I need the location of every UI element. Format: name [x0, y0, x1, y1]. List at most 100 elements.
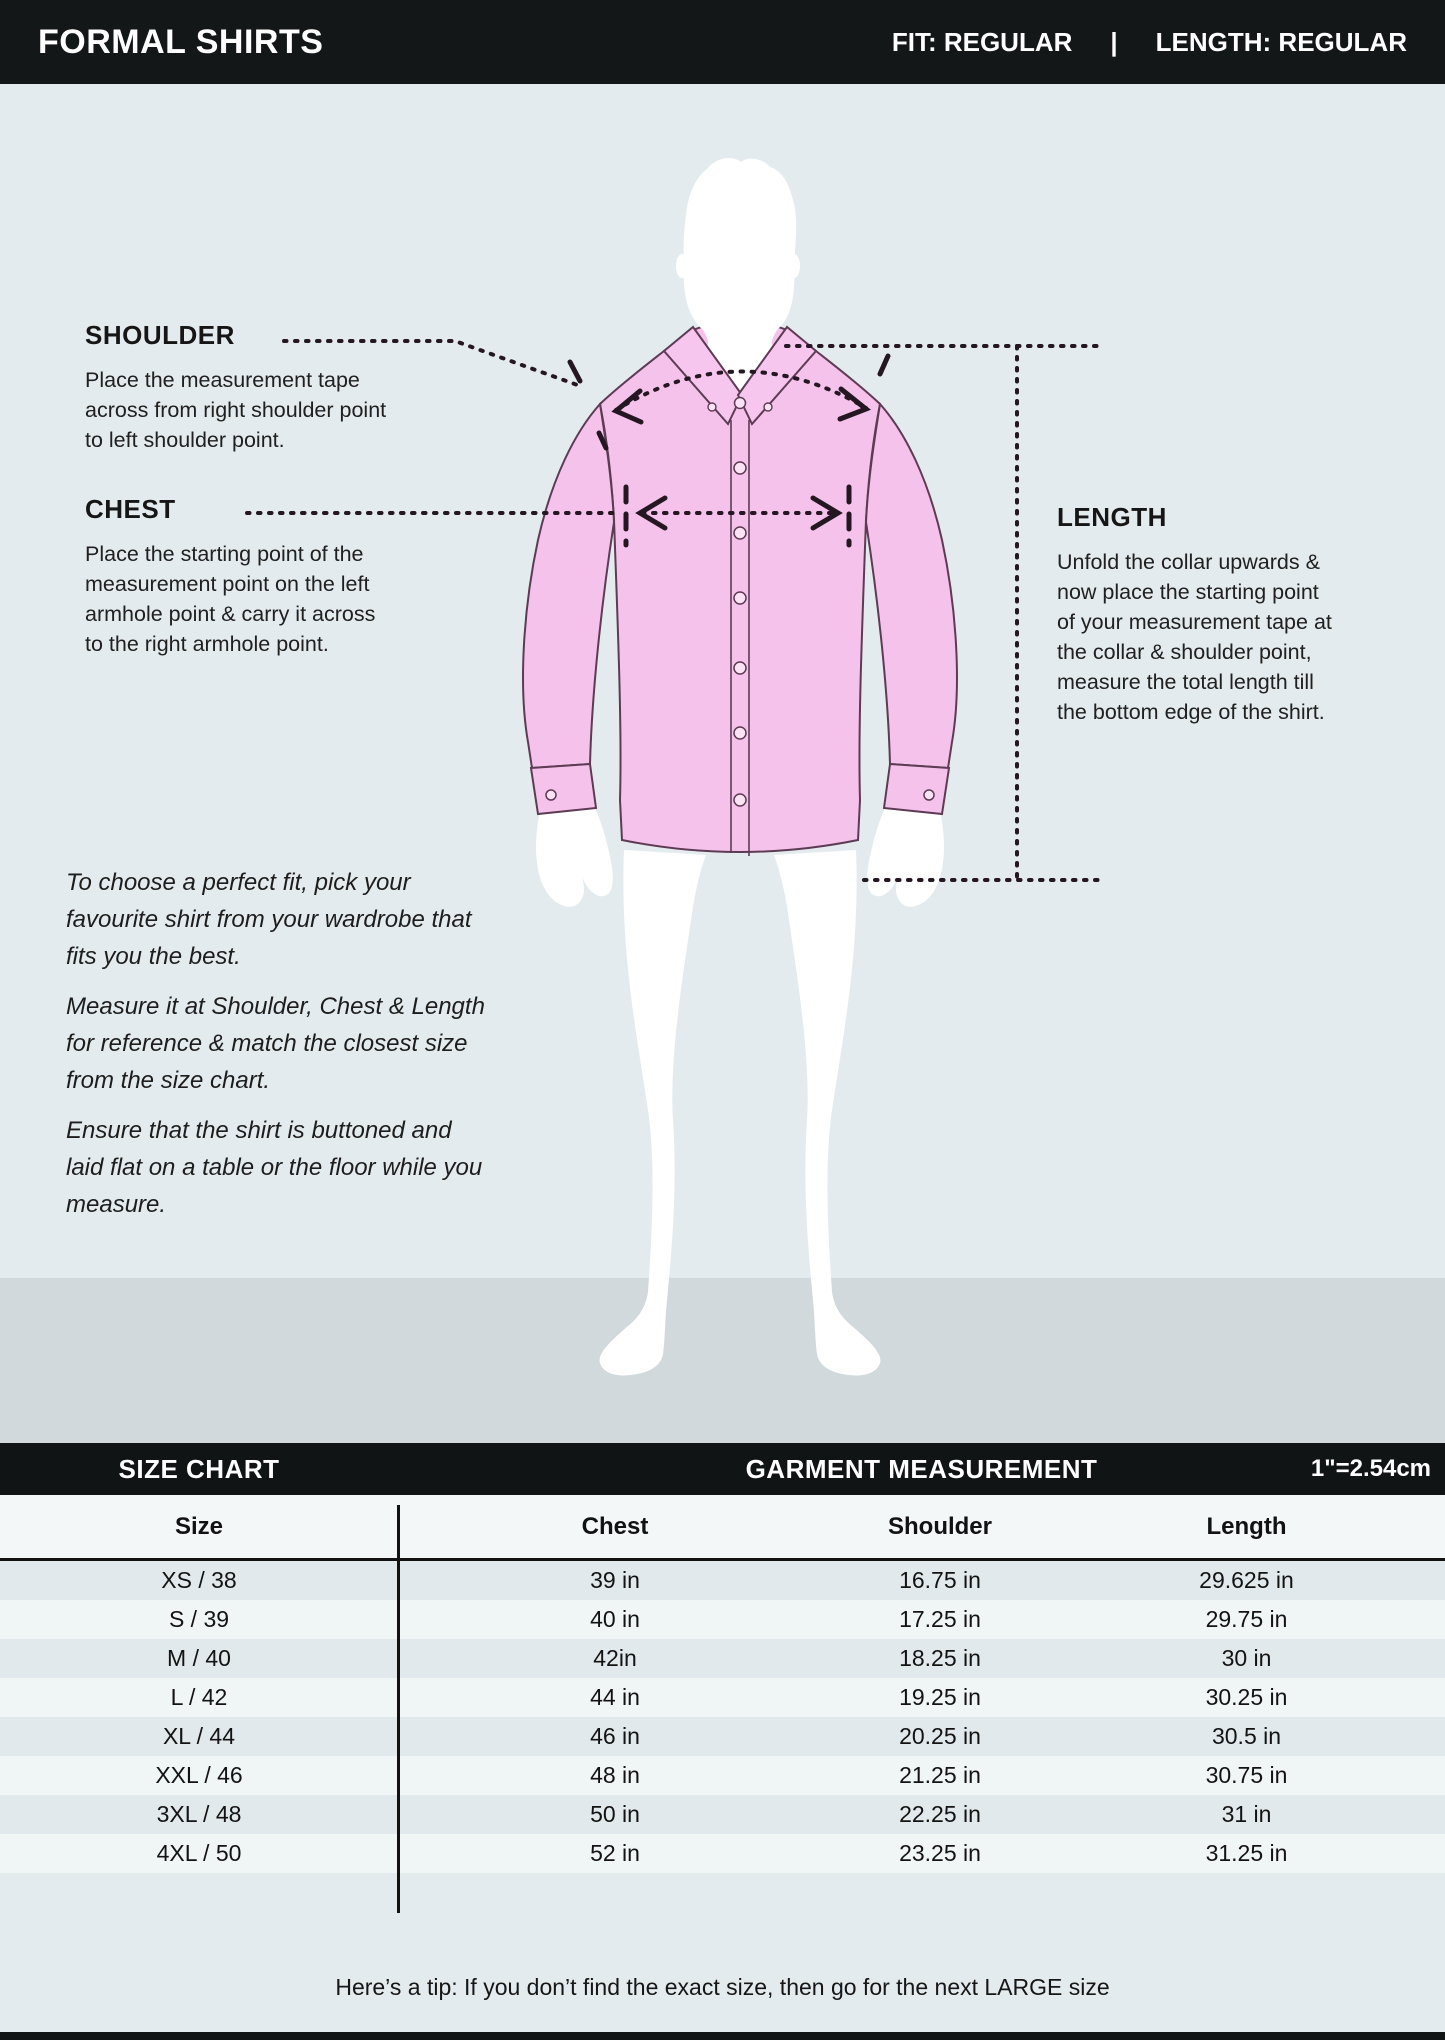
cell-size: XL / 44 [162, 1723, 236, 1749]
table-column-divider [397, 1505, 400, 1913]
tip-line: fits you the best. [66, 943, 241, 970]
length-annotation: LENGTH Unfold the collar upwards & now p… [1057, 502, 1417, 727]
cell-length: 30.75 in [1205, 1762, 1288, 1788]
collar-left-wing [662, 325, 744, 426]
cell-length: 30.5 in [1211, 1723, 1282, 1749]
tip-paragraph-2: Measure it at Shoulder, Chest & Length f… [66, 988, 536, 1099]
header-bar: FORMAL SHIRTS FIT: REGULAR | LENGTH: REG… [0, 0, 1445, 84]
cell-size: 4XL / 50 [156, 1840, 242, 1866]
column-header-shoulder: Shoulder [887, 1513, 992, 1540]
length-label: LENGTH: REGULAR [1155, 26, 1407, 57]
left-sleeve [522, 401, 616, 770]
cell-length: 30.25 in [1205, 1684, 1288, 1710]
collar-center-button [733, 396, 747, 410]
tip-line: laid flat on a table or the floor while … [66, 1154, 483, 1181]
shoulder-title: SHOULDER [85, 320, 235, 350]
cell-shoulder: 23.25 in [899, 1840, 981, 1866]
shoulder-arrow-right [837, 386, 871, 422]
shoulder-tick-left-low [596, 430, 609, 451]
table-row: XL / 44 46 in 20.25 in 30.5 in [0, 1717, 1445, 1756]
shoulder-desc-line: across from right shoulder point [85, 398, 387, 422]
length-desc-line: measure the total length till [1057, 670, 1314, 694]
cell-shoulder: 20.25 in [899, 1723, 981, 1749]
right-hand [867, 808, 944, 907]
chest-arrow-left [635, 495, 668, 531]
size-table: Size Chest Shoulder Length XS / 38 39 in… [0, 1495, 1445, 1873]
chest-desc-line: measurement point on the left [85, 572, 370, 596]
left-cuff-button [545, 789, 557, 801]
header-separator: | [1110, 26, 1118, 57]
column-header-length: Length [1206, 1513, 1287, 1540]
chest-annotation: CHEST Place the starting point of the me… [85, 494, 445, 659]
left-ear [676, 254, 688, 278]
shirt-body [598, 320, 882, 853]
cell-chest: 52 in [590, 1840, 640, 1866]
table-row: M / 40 42in 18.25 in 30 in [0, 1639, 1445, 1678]
collar-right-wing [736, 325, 818, 426]
right-ear [788, 254, 800, 278]
footer-tip: Here’s a tip: If you don’t find the exac… [335, 1974, 1110, 2000]
table-row: 3XL / 48 50 in 22.25 in 31 in [0, 1795, 1445, 1834]
length-desc-line: now place the starting point [1057, 580, 1319, 604]
table-row: 4XL / 50 52 in 23.25 in 31.25 in [0, 1834, 1445, 1873]
left-cuff [529, 762, 598, 816]
cell-shoulder: 21.25 in [899, 1762, 981, 1788]
cell-shoulder: 22.25 in [899, 1801, 981, 1827]
cell-size: XS / 38 [161, 1567, 237, 1593]
head-silhouette [683, 158, 797, 409]
cell-size: 3XL / 48 [156, 1801, 242, 1827]
cell-size: XXL / 46 [155, 1762, 243, 1788]
tip-line: To choose a perfect fit, pick your [66, 869, 411, 896]
chest-desc-line: Place the starting point of the [85, 542, 364, 566]
chest-desc-line: armhole point & carry it across [85, 602, 376, 626]
cell-chest: 44 in [590, 1684, 640, 1710]
cell-shoulder: 19.25 in [899, 1684, 981, 1710]
cell-length: 29.75 in [1205, 1606, 1288, 1632]
cell-chest: 42in [593, 1645, 637, 1671]
cell-length: 29.625 in [1199, 1567, 1294, 1593]
tip-paragraph-3: Ensure that the shirt is buttoned and la… [66, 1112, 536, 1223]
cell-length: 31 in [1221, 1801, 1272, 1827]
page-title: FORMAL SHIRTS [38, 22, 324, 61]
left-hand [536, 808, 613, 907]
cell-shoulder: 18.25 in [899, 1645, 981, 1671]
right-cuff [882, 762, 951, 816]
bottom-border [0, 2032, 1445, 2040]
size-chart-bar: SIZE CHART GARMENT MEASUREMENT 1"=2.54cm [0, 1443, 1445, 1495]
cell-chest: 46 in [590, 1723, 640, 1749]
shoulder-measure-arc [614, 369, 868, 412]
tip-line: for reference & match the closest size [66, 1030, 468, 1057]
unit-conversion-label: 1"=2.54cm [1310, 1455, 1431, 1482]
length-desc-line: Unfold the collar upwards & [1057, 550, 1320, 574]
chest-arrow-right [810, 495, 843, 531]
tip-line: favourite shirt from your wardrobe that [66, 906, 472, 933]
column-header-chest: Chest [581, 1513, 649, 1540]
cell-chest: 40 in [590, 1606, 640, 1632]
right-cuff-button [923, 789, 935, 801]
placket-buttons [733, 461, 747, 807]
header-attributes: FIT: REGULAR | LENGTH: REGULAR [892, 27, 1407, 58]
length-desc-line: the collar & shoulder point, [1057, 640, 1312, 664]
tip-line: from the size chart. [66, 1067, 271, 1094]
shoulder-desc-line: to left shoulder point. [85, 428, 285, 452]
right-sleeve [864, 401, 958, 770]
neck [708, 316, 772, 376]
column-header-size: Size [174, 1513, 224, 1540]
size-table-header: Size Chest Shoulder Length [0, 1495, 1445, 1561]
cell-size: S / 39 [168, 1606, 230, 1632]
chest-desc-line: to the right armhole point. [85, 632, 329, 656]
length-title: LENGTH [1057, 502, 1167, 532]
tip-line: Ensure that the shirt is buttoned and [66, 1117, 452, 1144]
cell-chest: 39 in [590, 1567, 640, 1593]
tip-line: measure. [66, 1191, 167, 1218]
table-row: XXL / 46 48 in 21.25 in 30.75 in [0, 1756, 1445, 1795]
length-desc-line: the bottom edge of the shirt. [1057, 700, 1325, 724]
cell-chest: 48 in [590, 1762, 640, 1788]
size-chart-bar-title: SIZE CHART [118, 1453, 280, 1484]
shoulder-annotation: SHOULDER Place the measurement tape acro… [85, 320, 445, 455]
chest-title: CHEST [85, 494, 176, 524]
shoulder-arrow-left [611, 388, 644, 425]
cell-length: 30 in [1221, 1645, 1272, 1671]
collar-right-button [763, 402, 773, 412]
